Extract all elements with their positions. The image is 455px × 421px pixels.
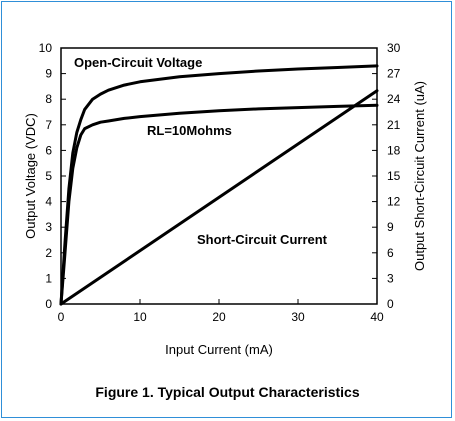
figure-caption: Figure 1. Typical Output Characteristics <box>95 384 360 400</box>
y-right-tick-label: 3 <box>387 271 394 285</box>
x-tick-label: 10 <box>133 310 147 324</box>
y-right-tick-label: 6 <box>387 246 394 260</box>
series-open-circuit-voltage <box>59 64 379 306</box>
y-axis-right-label: Output Short-Circuit Current (uA) <box>412 81 427 271</box>
y-left-tick-label: 1 <box>45 271 52 285</box>
y-right-tick-label: 30 <box>387 41 401 55</box>
series-short-circuit-current <box>59 89 379 306</box>
y-right-tick-label: 12 <box>387 195 401 209</box>
y-right-tick-label: 24 <box>387 92 401 106</box>
annotation-rl: RL=10Mohms <box>147 123 232 138</box>
y-left-tick-label: 10 <box>39 41 53 55</box>
x-tick-label: 40 <box>370 310 384 324</box>
y-right-tick-label: 27 <box>387 67 401 81</box>
x-tick-label: 0 <box>58 310 65 324</box>
plot-area <box>60 47 378 305</box>
y-left-tick-label: 4 <box>45 195 52 209</box>
y-axis-left-label: Output Voltage (VDC) <box>23 113 38 239</box>
y-left-tick-label: 9 <box>45 67 52 81</box>
y-left-tick-label: 6 <box>45 143 52 157</box>
y-left-tick-label: 2 <box>45 246 52 260</box>
x-tick-label: 20 <box>212 310 226 324</box>
annotation-short-circuit-current: Short-Circuit Current <box>197 232 328 247</box>
y-left-tick-label: 7 <box>45 118 52 132</box>
y-left-tick-label: 0 <box>45 297 52 311</box>
y-left-tick-label: 5 <box>45 169 52 183</box>
x-axis-label: Input Current (mA) <box>165 342 273 357</box>
y-right-tick-label: 0 <box>387 297 394 311</box>
y-left-tick-label: 3 <box>45 220 52 234</box>
series-rl-10mohms <box>59 103 379 306</box>
y-right-tick-label: 21 <box>387 118 401 132</box>
y-right-tick-label: 9 <box>387 220 394 234</box>
y-right-tick-label: 18 <box>387 143 401 157</box>
y-left-tick-label: 8 <box>45 92 52 106</box>
y-right-tick-label: 15 <box>387 169 401 183</box>
x-tick-label: 30 <box>291 310 305 324</box>
annotation-open-circuit-voltage: Open-Circuit Voltage <box>74 55 202 70</box>
